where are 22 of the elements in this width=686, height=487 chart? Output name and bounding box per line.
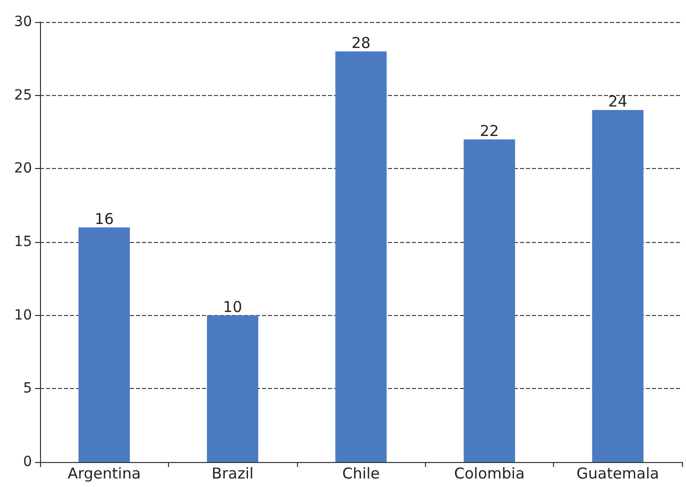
data-label: 22 [480,122,499,140]
y-tick-label: 0 [23,454,32,470]
bar [206,315,258,462]
bar [464,139,516,462]
y-tick-label: 10 [14,307,32,324]
y-tick-label: 30 [14,14,32,30]
data-label: 10 [223,298,242,316]
x-tick-label: Colombia [454,464,525,482]
y-tick-label: 25 [14,87,32,104]
x-tick-label: Chile [342,464,380,482]
x-tick-label: Guatemala [576,464,660,482]
bar [78,227,130,462]
y-tick-label: 15 [14,234,32,250]
data-label: 28 [351,34,371,52]
y-tick-label: 20 [14,160,32,177]
data-label: 24 [608,92,628,110]
data-label: 16 [94,210,114,228]
bar [335,51,387,462]
bar [592,110,644,462]
x-tick-label: Brazil [212,464,254,482]
x-tick-label: Argentina [68,464,141,482]
y-tick-label: 5 [23,380,32,397]
